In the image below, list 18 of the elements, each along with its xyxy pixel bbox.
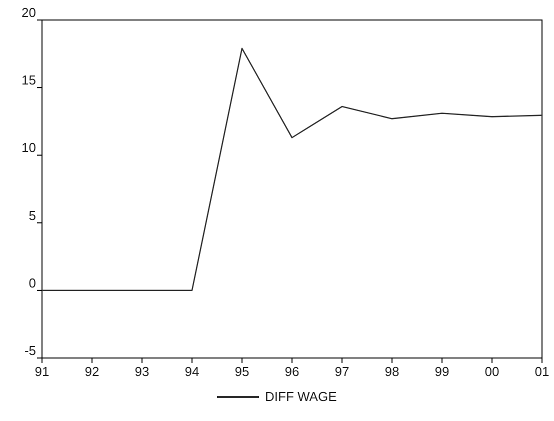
x-tick-label: 92: [84, 364, 100, 379]
x-tick-label: 91: [34, 364, 50, 379]
x-tick-label: 94: [184, 364, 200, 379]
x-tick-label: 98: [384, 364, 400, 379]
y-tick-label: 10: [22, 140, 36, 156]
y-tick-label: 5: [28, 208, 36, 223]
legend-label: DIFF WAGE: [265, 389, 338, 404]
x-tick-label: 97: [334, 364, 350, 379]
x-tick-label: 99: [434, 364, 450, 379]
y-tick-label: 0: [28, 275, 36, 290]
x-tick-label: 93: [134, 364, 150, 379]
x-tick-label: 00: [484, 364, 500, 379]
x-tick-label: 01: [534, 364, 550, 379]
x-tick-label: 95: [234, 364, 250, 379]
y-tick-label: 20: [22, 5, 36, 20]
y-tick-label: -5: [24, 343, 36, 358]
x-tick-label: 96: [284, 364, 300, 379]
y-tick-label: 15: [22, 72, 36, 88]
